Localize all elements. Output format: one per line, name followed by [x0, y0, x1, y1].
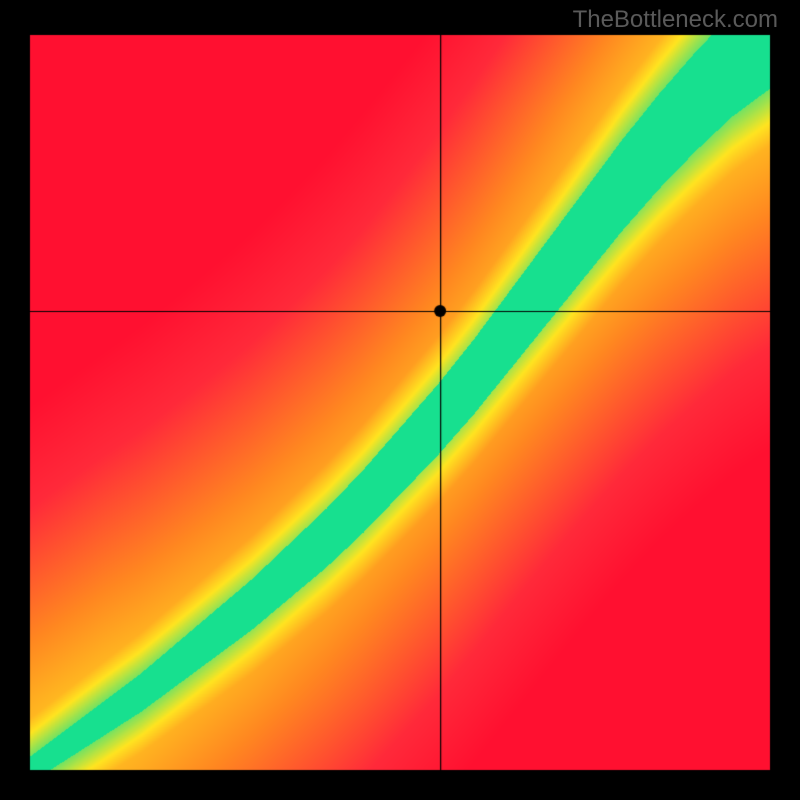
- bottleneck-heatmap: [0, 0, 800, 800]
- chart-container: TheBottleneck.com: [0, 0, 800, 800]
- watermark-text: TheBottleneck.com: [573, 6, 778, 34]
